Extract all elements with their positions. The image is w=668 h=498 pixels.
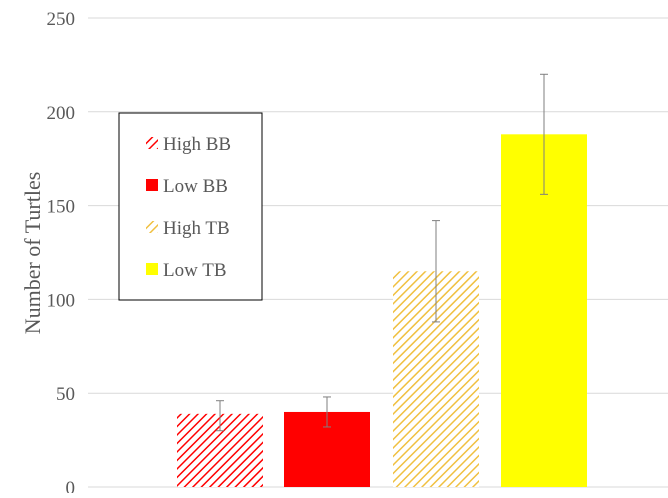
y-tick-label: 250 xyxy=(47,9,76,30)
y-tick-label: 150 xyxy=(47,197,76,218)
error-bars xyxy=(216,74,548,430)
y-tick-label: 0 xyxy=(66,478,76,493)
legend-label: Low BB xyxy=(163,176,228,197)
y-tick-label: 50 xyxy=(56,384,75,405)
legend-swatch xyxy=(146,179,158,191)
legend-swatch xyxy=(146,221,158,233)
y-tick-label: 200 xyxy=(47,103,76,124)
y-axis-ticks: 0 50 100 150 200 250 xyxy=(47,9,76,493)
legend-label: High BB xyxy=(163,134,231,155)
legend-swatch xyxy=(146,263,158,275)
legend-label: Low TB xyxy=(163,260,227,281)
y-axis-label: Number of Turtles xyxy=(20,172,45,335)
y-tick-label: 100 xyxy=(47,290,76,311)
legend-swatch xyxy=(146,137,158,149)
legend-label: High TB xyxy=(163,218,230,239)
legend: High BB Low BB High TB Low TB xyxy=(119,113,262,300)
